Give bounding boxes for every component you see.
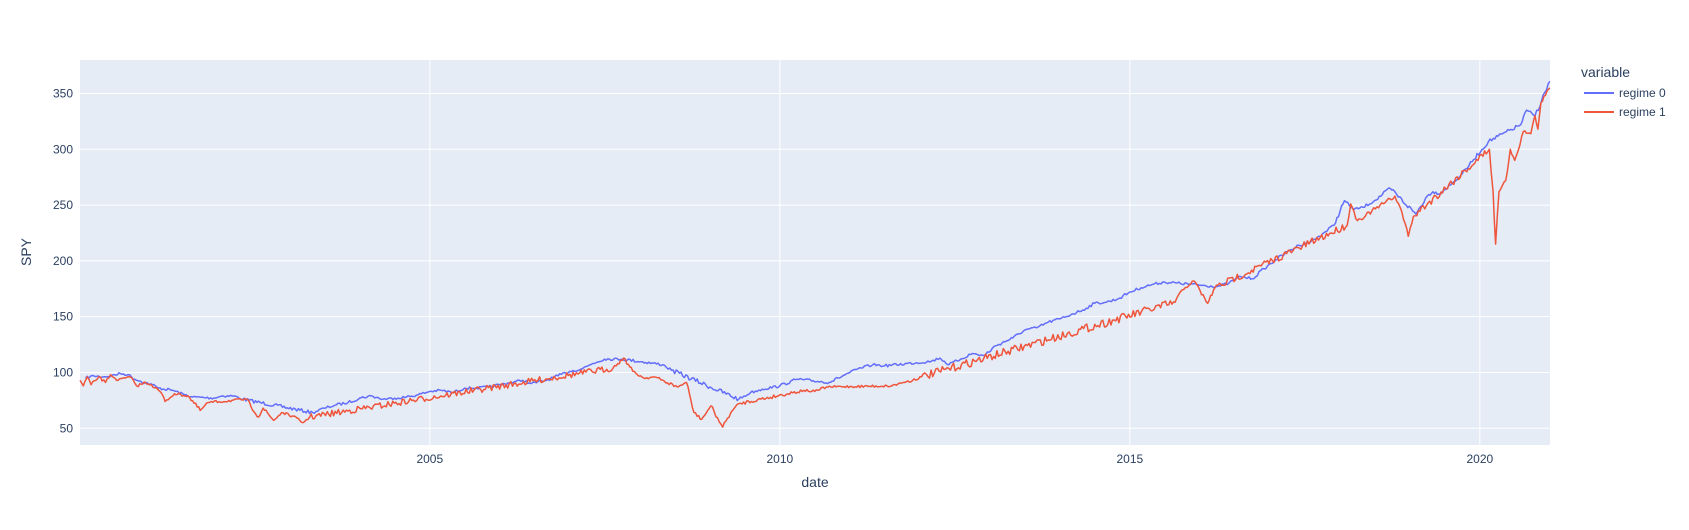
y-tick-label-150: 150 [53, 310, 73, 324]
y-tick-label-200: 200 [53, 254, 73, 268]
y-tick-label-300: 300 [53, 142, 73, 156]
legend-item-regime-1[interactable]: regime 1 [1584, 105, 1666, 119]
y-tick-label-100: 100 [53, 365, 73, 379]
legend-item-regime-0[interactable]: regime 0 [1584, 86, 1666, 100]
plot-background [80, 60, 1550, 445]
y-axis-title: SPY [18, 237, 34, 266]
legend-title: variable [1581, 64, 1630, 80]
x-tick-label-2005: 2005 [416, 452, 443, 466]
x-tick-label-2015: 2015 [1116, 452, 1143, 466]
legend-label-regime-1: regime 1 [1619, 105, 1666, 119]
y-axis-ticks: 50 100 150 200 250 300 350 [53, 86, 73, 435]
series-line-regime-1 [79, 87, 1551, 428]
x-tick-label-2020: 2020 [1466, 452, 1493, 466]
x-tick-label-2010: 2010 [766, 452, 793, 466]
x-axis-title: date [801, 474, 828, 490]
y-tick-label-250: 250 [53, 198, 73, 212]
x-axis-ticks: 2005 2010 2015 2020 [416, 452, 1493, 466]
y-tick-label-350: 350 [53, 86, 73, 100]
grid-lines [80, 60, 1550, 445]
legend: variable regime 0 regime 1 [1581, 64, 1666, 119]
legend-label-regime-0: regime 0 [1619, 86, 1666, 100]
y-tick-label-50: 50 [60, 421, 74, 435]
series-layer [79, 80, 1551, 428]
